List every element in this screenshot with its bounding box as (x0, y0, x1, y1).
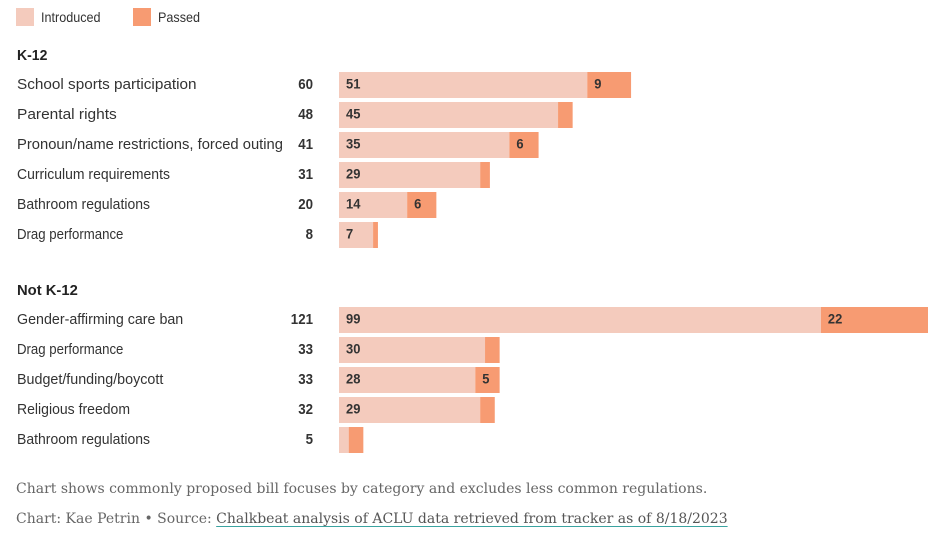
bar-introduced-not-k-12-budget-funding-boycott (339, 367, 476, 393)
bar-label-introduced-k-12-parental-rights: 45 (346, 106, 361, 122)
total-value-k-12-curriculum-requirements: 31 (298, 166, 313, 183)
bar-passed-k-12-pronoun-name-restrictions-forced-outing (509, 132, 539, 158)
category-label-not-k-12-budget-funding-boycott: Budget/funding/boycott (17, 372, 163, 388)
bar-label-passed-k-12-pronoun-name-restrictions-forced-outing: 6 (516, 136, 523, 152)
bar-label-introduced-k-12-drag-performance: 7 (346, 226, 353, 242)
chart-notes: Chart shows commonly proposed bill focus… (16, 478, 728, 538)
legend: Introduced Passed (16, 8, 231, 26)
bar-label-passed-k-12-bathroom-regulations: 6 (414, 196, 421, 212)
category-label-not-k-12-bathroom-regulations: Bathroom regulations (17, 432, 150, 448)
bar-introduced-k-12-school-sports-participation (339, 72, 588, 98)
chart-description: Chart shows commonly proposed bill focus… (16, 481, 708, 497)
bar-introduced-k-12-curriculum-requirements (339, 162, 481, 188)
legend-item-passed: Passed (133, 8, 205, 26)
total-value-not-k-12-religious-freedom: 32 (298, 401, 313, 418)
bar-passed-not-k-12-religious-freedom (480, 397, 495, 423)
bar-label-introduced-not-k-12-religious-freedom: 29 (346, 401, 361, 417)
legend-label-introduced: Introduced (41, 9, 101, 25)
total-value-k-12-parental-rights: 48 (298, 106, 313, 123)
category-label-not-k-12-gender-affirming-care-ban: Gender-affirming care ban (17, 312, 183, 328)
bar-passed-k-12-parental-rights (558, 102, 573, 128)
stacked-bar-chart: K-12 School sports participation 60 51 9 Pare… (17, 47, 928, 453)
total-value-not-k-12-budget-funding-boycott: 33 (298, 371, 313, 388)
bar-label-introduced-k-12-school-sports-participation: 51 (346, 76, 361, 92)
category-label-not-k-12-drag-performance: Drag performance (17, 342, 123, 358)
category-label-not-k-12-religious-freedom: Religious freedom (17, 402, 130, 418)
bar-introduced-k-12-bathroom-regulations (339, 192, 408, 218)
bar-label-introduced-not-k-12-drag-performance: 30 (346, 341, 361, 357)
bar-introduced-not-k-12-drag-performance (339, 337, 486, 363)
bar-label-introduced-not-k-12-budget-funding-boycott: 28 (346, 371, 361, 387)
category-label-k-12-school-sports-participation: School sports participation (17, 77, 197, 93)
total-value-k-12-school-sports-participation: 60 (298, 76, 313, 93)
bar-introduced-not-k-12-bathroom-regulations (339, 427, 349, 453)
total-value-not-k-12-bathroom-regulations: 5 (306, 431, 313, 448)
legend-item-introduced: Introduced (16, 8, 107, 26)
category-label-k-12-pronoun-name-restrictions-forced-outing: Pronoun/name restrictions, forced outing (17, 137, 283, 153)
group-heading-k-12: K-12 (17, 47, 47, 64)
total-value-k-12-pronoun-name-restrictions-forced-outing: 41 (298, 136, 313, 153)
bar-label-introduced-not-k-12-gender-affirming-care-ban: 99 (346, 311, 361, 327)
category-label-k-12-curriculum-requirements: Curriculum requirements (17, 167, 170, 183)
group-heading-not-k-12: Not K-12 (17, 282, 78, 299)
legend-label-passed: Passed (158, 9, 201, 25)
bar-label-introduced-k-12-pronoun-name-restrictions-forced-outing: 35 (346, 136, 361, 152)
total-value-k-12-drag-performance: 8 (306, 226, 313, 243)
bar-introduced-k-12-pronoun-name-restrictions-forced-outing (339, 132, 510, 158)
bar-passed-not-k-12-budget-funding-boycott (475, 367, 500, 393)
legend-swatch-passed (133, 8, 152, 26)
bar-passed-not-k-12-gender-affirming-care-ban (820, 307, 928, 333)
bar-introduced-k-12-drag-performance (339, 222, 374, 248)
total-value-not-k-12-gender-affirming-care-ban: 121 (291, 311, 313, 328)
bar-passed-k-12-bathroom-regulations (407, 192, 437, 218)
bar-label-passed-not-k-12-gender-affirming-care-ban: 22 (828, 311, 843, 327)
chart-credit: Chart: Kae Petrin • Source: (16, 511, 217, 527)
bar-label-introduced-k-12-bathroom-regulations: 14 (346, 196, 361, 212)
total-value-not-k-12-drag-performance: 33 (298, 341, 313, 358)
bar-label-introduced-k-12-curriculum-requirements: 29 (346, 166, 361, 182)
source-link[interactable]: Chalkbeat analysis of ACLU data retrieve… (216, 511, 728, 527)
legend-swatch-introduced (16, 8, 34, 26)
bar-passed-k-12-curriculum-requirements (480, 162, 490, 188)
bar-passed-k-12-drag-performance (373, 222, 378, 248)
bar-passed-k-12-school-sports-participation (587, 72, 632, 98)
chart-credit-line: Chart: Kae Petrin • Source: Chalkbeat an… (16, 508, 728, 538)
category-label-k-12-bathroom-regulations: Bathroom regulations (17, 197, 150, 213)
total-value-k-12-bathroom-regulations: 20 (298, 196, 313, 213)
bar-introduced-not-k-12-religious-freedom (339, 397, 481, 423)
bar-introduced-not-k-12-gender-affirming-care-ban (339, 307, 821, 333)
bar-passed-not-k-12-drag-performance (485, 337, 500, 363)
bar-introduced-k-12-parental-rights (339, 102, 559, 128)
bar-label-passed-k-12-school-sports-participation: 9 (594, 76, 601, 92)
bar-label-passed-not-k-12-budget-funding-boycott: 5 (482, 371, 489, 387)
bar-passed-not-k-12-bathroom-regulations (348, 427, 364, 453)
category-label-k-12-drag-performance: Drag performance (17, 227, 123, 243)
category-label-k-12-parental-rights: Parental rights (17, 107, 117, 123)
